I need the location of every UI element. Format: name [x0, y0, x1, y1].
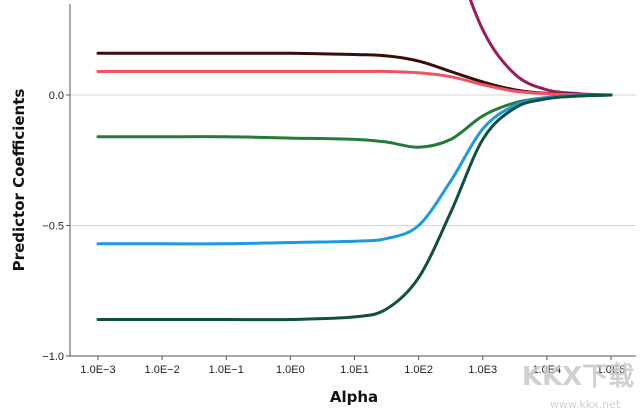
x-axis-title: Alpha [330, 388, 378, 406]
y-tick-label: −0.5 [42, 221, 64, 233]
watermark-url: www.kkx.net [550, 398, 621, 411]
x-tick-label: 1.0E3 [468, 364, 497, 376]
series-line-3 [96, 69, 613, 97]
x-tick-label: 1.0E4 [533, 364, 562, 376]
x-tick-labels: 1.0E−3 1.0E−2 1.0E−1 1.0E0 1.0E1 1.0E2 1.0E3 1.… [80, 356, 625, 376]
y-tick-label: −1.0 [42, 351, 64, 363]
x-tick-label: 1.0E0 [276, 364, 305, 376]
x-tick-label: 1.0E−2 [145, 364, 180, 376]
y-tick-labels: −1.0−0.50.00.51.01.5 [42, 90, 70, 363]
x-tick-label: 1.0E−3 [80, 364, 115, 376]
series-line-1 [468, 0, 613, 97]
y-axis-title: Predictor Coefficients [10, 89, 28, 272]
watermark-brand: KKX下载 [522, 362, 634, 392]
x-tick-label: 1.0E2 [404, 364, 433, 376]
x-tick-label: 1.0E−1 [209, 364, 244, 376]
x-tick-label: 1.0E1 [340, 364, 369, 376]
gridlines [70, 94, 636, 226]
series-line-6 [96, 93, 613, 322]
x-tick-label: 1.0E5 [597, 364, 626, 376]
y-tick-label: 0.0 [49, 90, 64, 102]
series-lines [96, 0, 613, 322]
axes [69, 4, 636, 357]
watermark: KKX下载 www.kkx.net [522, 362, 634, 411]
